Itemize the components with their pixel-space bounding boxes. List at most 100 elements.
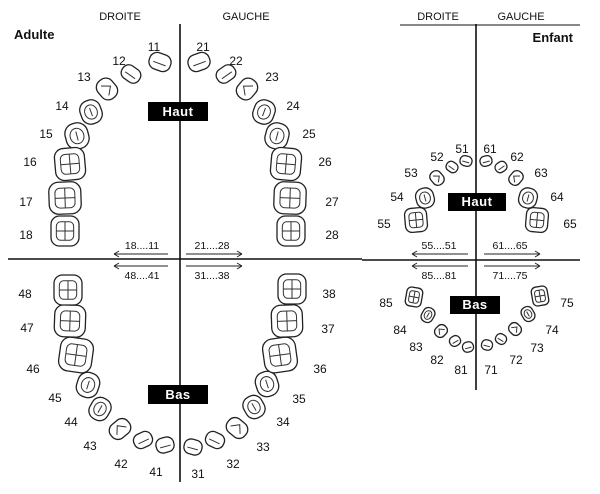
tooth-number-label: 43 <box>83 439 97 453</box>
tooth-63[interactable]: 63 <box>507 166 548 188</box>
tooth-31[interactable]: 31 <box>182 437 205 481</box>
svg-text:21....28: 21....28 <box>194 240 229 252</box>
tooth-84[interactable]: 84 <box>393 306 437 337</box>
tooth-53[interactable]: 53 <box>404 166 446 188</box>
tooth-number-label: 51 <box>455 142 469 156</box>
tooth-45[interactable]: 45 <box>48 370 102 405</box>
tooth-18[interactable]: 18 <box>19 215 80 247</box>
svg-text:31....38: 31....38 <box>194 270 229 282</box>
tooth-number-label: 81 <box>454 363 468 377</box>
tooth-82[interactable]: 82 <box>430 334 462 367</box>
tooth-number-label: 27 <box>325 195 339 209</box>
tooth-37[interactable]: 37 <box>270 304 335 338</box>
tooth-74[interactable]: 74 <box>519 305 559 337</box>
tooth-21[interactable]: 21 <box>186 40 212 74</box>
tooth-number-label: 44 <box>64 415 78 429</box>
tooth-44[interactable]: 44 <box>64 394 114 429</box>
tooth-38[interactable]: 38 <box>277 273 336 305</box>
tooth-number-label: 28 <box>325 228 339 242</box>
tooth-23[interactable]: 23 <box>233 70 279 103</box>
tooth-75[interactable]: 75 <box>530 285 574 310</box>
tooth-81[interactable]: 81 <box>454 341 475 377</box>
svg-text:Haut: Haut <box>462 194 493 209</box>
svg-text:Bas: Bas <box>165 387 190 402</box>
tooth-number-label: 14 <box>55 99 69 113</box>
tooth-number-label: 25 <box>302 127 316 141</box>
adult-left-header: GAUCHE <box>222 11 269 23</box>
tooth-number-label: 42 <box>114 457 128 471</box>
tooth-17[interactable]: 17 <box>19 181 82 215</box>
tooth-number-label: 63 <box>534 166 548 180</box>
tooth-48[interactable]: 48 <box>18 274 83 306</box>
tooth-62[interactable]: 62 <box>493 150 524 175</box>
tooth-number-label: 21 <box>196 40 210 54</box>
tooth-number-label: 24 <box>286 99 300 113</box>
tooth-16[interactable]: 16 <box>23 146 87 182</box>
tooth-32[interactable]: 32 <box>203 429 240 471</box>
tooth-85[interactable]: 85 <box>379 286 424 310</box>
adult-q2-range: 21....28 <box>186 240 243 258</box>
child-title: Enfant <box>533 30 574 45</box>
tooth-46[interactable]: 46 <box>26 336 95 376</box>
tooth-number-label: 34 <box>276 415 290 429</box>
tooth-72[interactable]: 72 <box>494 332 523 367</box>
tooth-34[interactable]: 34 <box>240 392 290 429</box>
tooth-number-label: 23 <box>265 70 279 84</box>
tooth-24[interactable]: 24 <box>250 97 300 127</box>
tooth-54[interactable]: 54 <box>390 186 436 210</box>
tooth-43[interactable]: 43 <box>83 415 134 453</box>
adult-right-header: DROITE <box>99 11 141 23</box>
child-q6-range: 61....65 <box>484 240 541 258</box>
tooth-22[interactable]: 22 <box>214 54 243 86</box>
tooth-61[interactable]: 61 <box>479 142 497 168</box>
tooth-number-label: 85 <box>379 296 393 310</box>
child-right-header: DROITE <box>417 11 459 23</box>
child-bottom-tag: Bas <box>450 296 500 314</box>
tooth-33[interactable]: 33 <box>223 414 270 454</box>
tooth-number-label: 53 <box>404 166 418 180</box>
svg-text:85....81: 85....81 <box>421 270 456 282</box>
tooth-65[interactable]: 65 <box>524 206 577 234</box>
tooth-55[interactable]: 55 <box>377 206 429 234</box>
tooth-27[interactable]: 27 <box>273 181 339 215</box>
tooth-71[interactable]: 71 <box>480 339 498 377</box>
adult-title: Adulte <box>14 27 54 42</box>
tooth-83[interactable]: 83 <box>409 323 449 354</box>
tooth-number-label: 12 <box>112 54 126 68</box>
tooth-number-label: 41 <box>149 465 163 479</box>
adult-q1-range: 18....11 <box>113 240 168 258</box>
tooth-number-label: 62 <box>510 150 524 164</box>
tooth-41[interactable]: 41 <box>149 435 175 479</box>
adult-bottom-tag: Bas <box>148 385 208 404</box>
tooth-12[interactable]: 12 <box>112 54 143 86</box>
tooth-64[interactable]: 64 <box>517 186 564 210</box>
tooth-number-label: 75 <box>560 296 574 310</box>
tooth-number-label: 11 <box>148 40 161 54</box>
tooth-47[interactable]: 47 <box>20 304 87 338</box>
child-left-header: GAUCHE <box>497 11 544 23</box>
tooth-36[interactable]: 36 <box>261 336 327 376</box>
tooth-number-label: 15 <box>39 127 53 141</box>
tooth-number-label: 35 <box>292 392 306 406</box>
tooth-number-label: 72 <box>509 353 523 367</box>
tooth-number-label: 37 <box>321 322 335 336</box>
tooth-15[interactable]: 15 <box>39 120 91 151</box>
tooth-25[interactable]: 25 <box>263 120 316 151</box>
tooth-number-label: 26 <box>318 155 332 169</box>
tooth-number-label: 47 <box>20 321 34 335</box>
tooth-26[interactable]: 26 <box>269 146 332 182</box>
tooth-52[interactable]: 52 <box>430 150 459 175</box>
tooth-28[interactable]: 28 <box>276 215 339 247</box>
svg-text:18....11: 18....11 <box>125 240 159 252</box>
tooth-35[interactable]: 35 <box>253 369 306 406</box>
tooth-14[interactable]: 14 <box>55 97 105 127</box>
tooth-51[interactable]: 51 <box>455 142 473 168</box>
tooth-number-label: 31 <box>191 467 205 481</box>
tooth-13[interactable]: 13 <box>77 70 121 103</box>
adult-q4-range: 48....41 <box>113 262 168 282</box>
tooth-number-label: 83 <box>409 340 423 354</box>
tooth-11[interactable]: 11 <box>147 40 173 74</box>
tooth-73[interactable]: 73 <box>507 321 544 355</box>
tooth-42[interactable]: 42 <box>114 429 154 471</box>
